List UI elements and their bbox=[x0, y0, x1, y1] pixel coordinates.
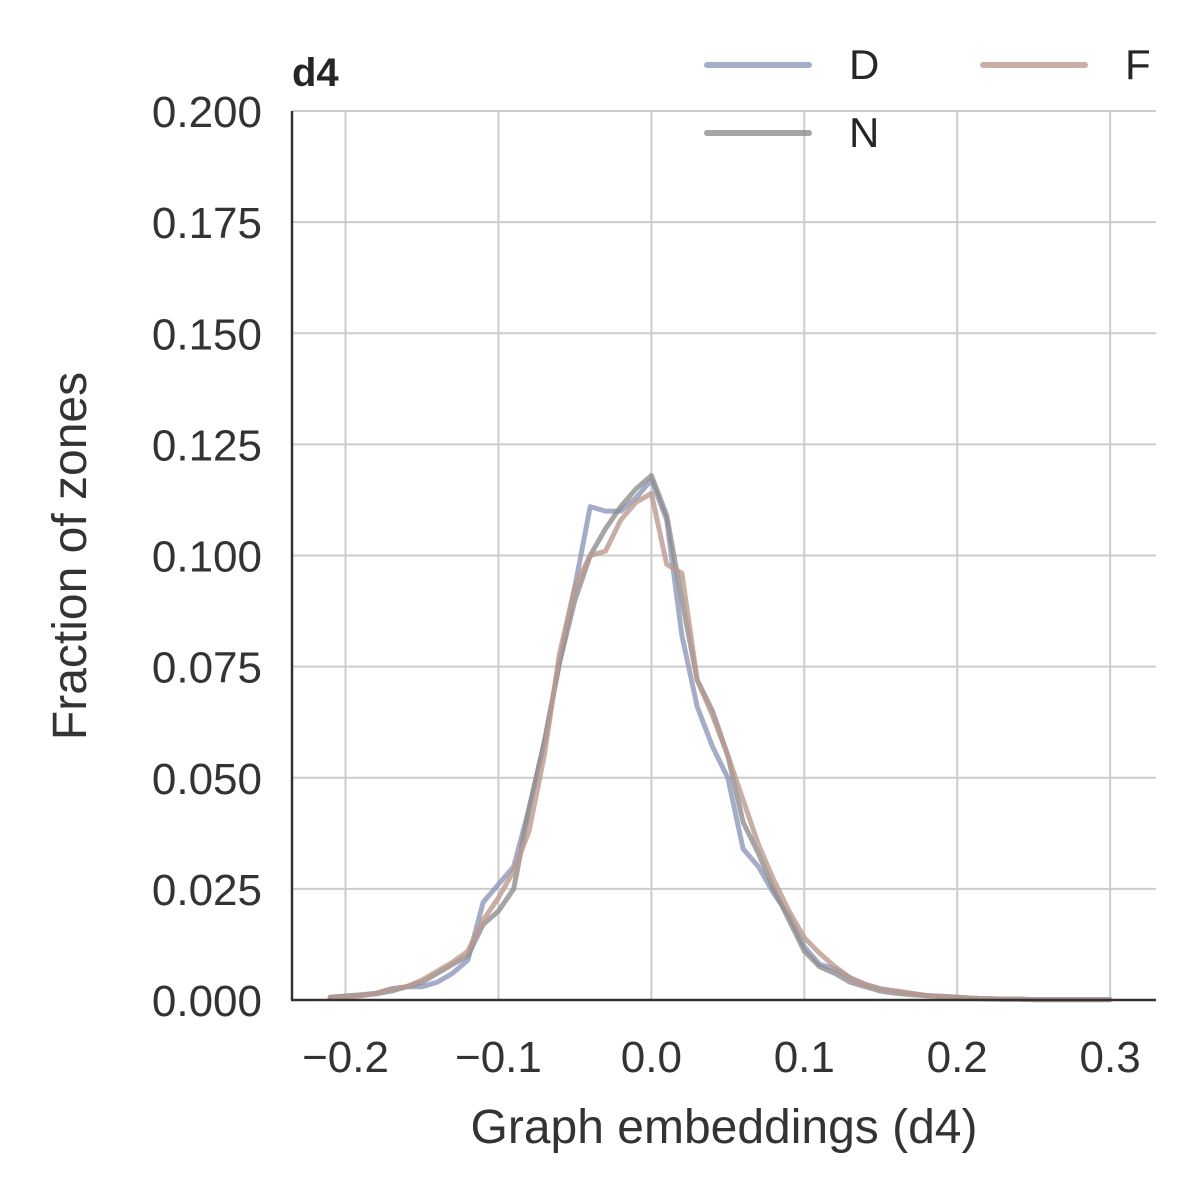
y-tick-label: 0.150 bbox=[152, 310, 262, 359]
x-tick-label: −0.2 bbox=[302, 1033, 389, 1082]
legend-label-F: F bbox=[1125, 41, 1151, 88]
y-axis-label: Fraction of zones bbox=[44, 372, 97, 740]
y-tick-label: 0.175 bbox=[152, 199, 262, 248]
x-tick-label: 0.0 bbox=[621, 1033, 682, 1082]
x-tick-labels: −0.2 −0.1 0.0 0.1 0.2 0.3 bbox=[302, 1033, 1141, 1082]
y-tick-label: 0.125 bbox=[152, 421, 262, 470]
grid bbox=[292, 110, 1156, 1001]
y-tick-label: 0.075 bbox=[152, 644, 262, 693]
x-tick-label: 0.2 bbox=[927, 1033, 988, 1082]
chart-title: d4 bbox=[292, 51, 339, 95]
series-line-F bbox=[327, 490, 1113, 1003]
y-tick-labels: 0.000 0.025 0.050 0.075 0.100 0.125 0.150 0.175… bbox=[152, 88, 262, 1026]
x-tick-label: 0.3 bbox=[1080, 1033, 1141, 1082]
legend-label-N: N bbox=[849, 109, 879, 156]
y-tick-label: 0.000 bbox=[152, 977, 262, 1026]
axes bbox=[290, 111, 1156, 1002]
y-tick-label: 0.050 bbox=[152, 755, 262, 804]
x-axis-label: Graph embeddings (d4) bbox=[471, 1101, 978, 1154]
x-tick-label: −0.1 bbox=[455, 1033, 542, 1082]
y-tick-label: 0.025 bbox=[152, 866, 262, 915]
legend-label-D: D bbox=[849, 41, 879, 88]
y-tick-label: 0.100 bbox=[152, 533, 262, 582]
legend: DN F bbox=[704, 41, 1151, 156]
series-lines bbox=[327, 473, 1113, 1003]
y-tick-label: 0.200 bbox=[152, 88, 262, 137]
x-tick-label: 0.1 bbox=[774, 1033, 835, 1082]
